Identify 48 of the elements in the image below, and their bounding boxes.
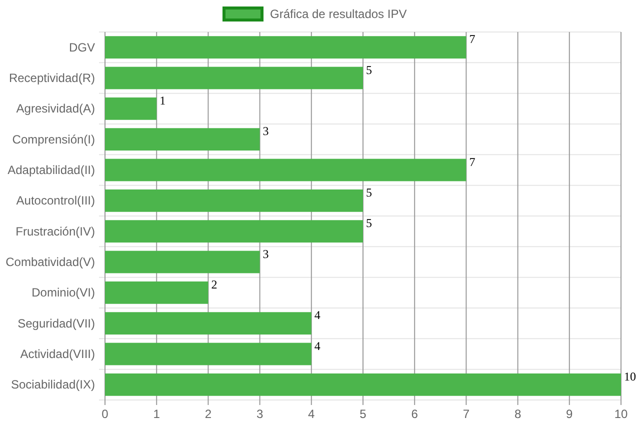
y-tick-label: Seguridad(VII): [18, 316, 95, 330]
y-tick-label: Comprensión(I): [12, 132, 95, 146]
y-tick-label: Frustración(IV): [16, 224, 95, 238]
x-tick-label: 0: [102, 407, 109, 421]
y-tick-label: Autocontrol(III): [16, 194, 95, 208]
y-tick-label: Combatividad(V): [6, 255, 95, 269]
data-label: 1: [160, 93, 166, 108]
y-tick-label: Adaptabilidad(II): [8, 163, 95, 177]
data-label: 4: [314, 308, 320, 322]
data-label: 5: [366, 62, 372, 77]
y-tick-label: Dominio(VI): [32, 286, 95, 300]
data-label: 7: [469, 32, 476, 46]
data-label: 7: [469, 154, 476, 169]
x-tick-label: 9: [566, 407, 574, 421]
bar: [105, 97, 157, 120]
x-tick-label: 6: [411, 407, 418, 421]
x-tick-label: 10: [614, 407, 628, 421]
data-label: 10: [624, 369, 636, 384]
bar: [105, 281, 208, 304]
y-tick-label: Actividad(VIII): [20, 347, 95, 361]
x-tick-label: 4: [308, 407, 316, 421]
bar: [105, 342, 312, 366]
x-tick-label: 5: [360, 407, 367, 421]
data-label: 3: [262, 246, 269, 261]
bar: [105, 128, 260, 151]
bar: [105, 158, 466, 182]
bar: [105, 220, 363, 243]
y-tick-label: DGV: [68, 40, 95, 54]
x-tick-label: 2: [204, 407, 212, 421]
data-label: 5: [366, 185, 372, 200]
y-tick-label: Receptividad(R): [8, 71, 95, 85]
y-tick-label: Agresividad(A): [16, 102, 95, 116]
bar: [105, 250, 260, 274]
bar: [105, 312, 312, 335]
data-label: 3: [262, 124, 269, 138]
data-label: 4: [314, 338, 320, 353]
data-label: 5: [366, 216, 372, 230]
x-tick-label: 1: [153, 407, 160, 421]
bar: [105, 373, 621, 396]
bar: [105, 36, 466, 59]
x-tick-label: 8: [514, 407, 522, 421]
x-tick-label: 3: [256, 407, 264, 421]
y-tick-label: Sociabilidad(IX): [10, 378, 95, 392]
bar: [105, 189, 363, 212]
bar: [105, 66, 363, 90]
x-tick-label: 7: [462, 407, 470, 421]
data-label: 2: [211, 277, 218, 292]
legend-label: Gráfica de resultados IPV: [270, 7, 407, 21]
